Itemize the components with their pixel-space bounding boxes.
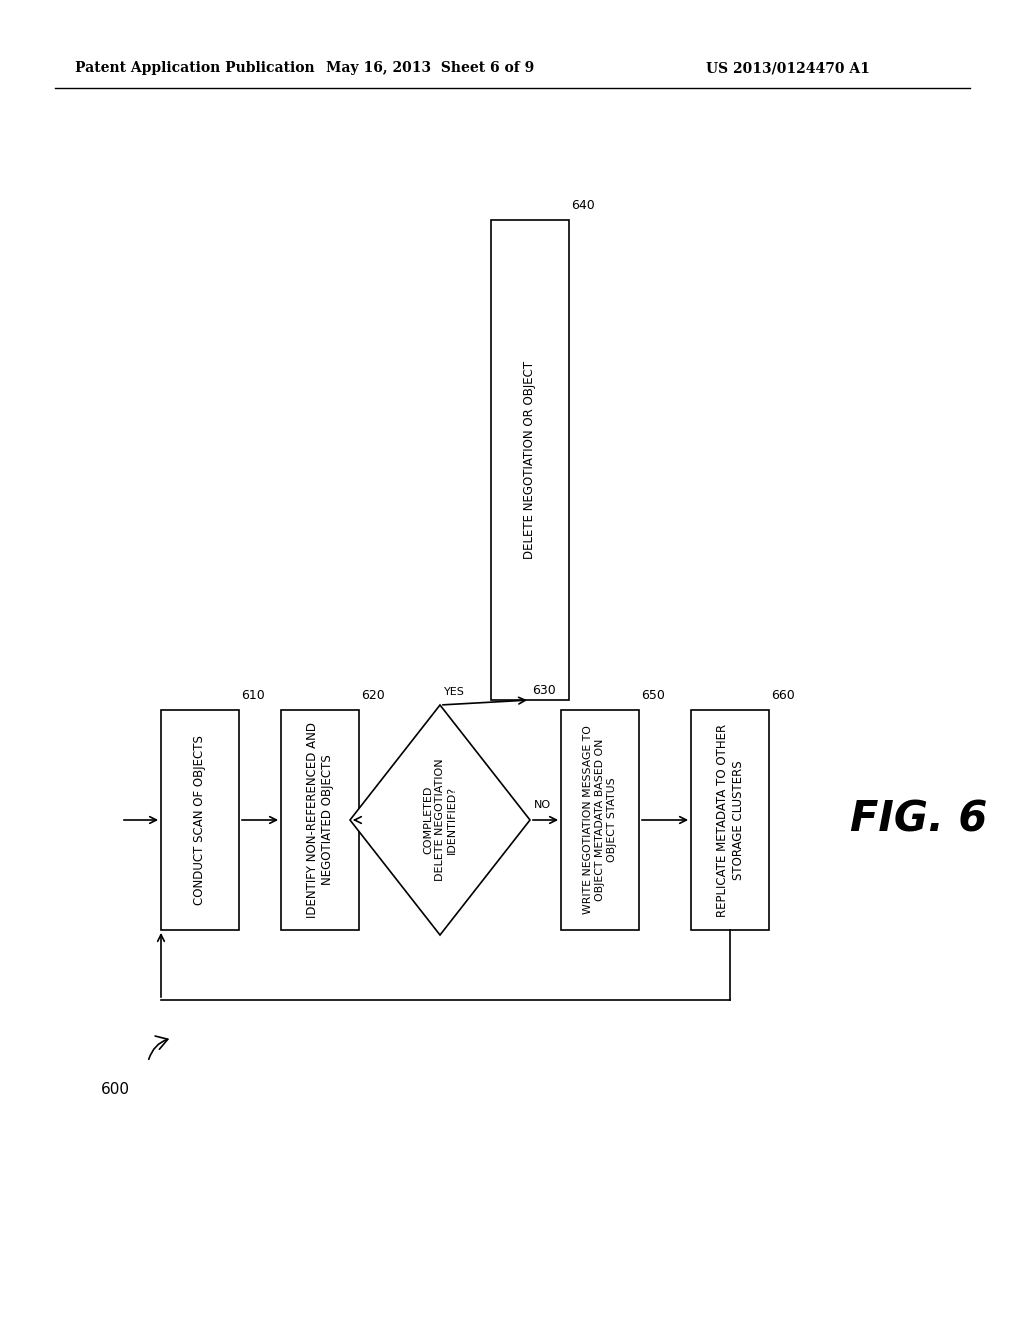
Text: 640: 640 bbox=[571, 199, 595, 213]
Text: 660: 660 bbox=[771, 689, 795, 702]
Text: YES: YES bbox=[444, 686, 465, 697]
Text: 620: 620 bbox=[361, 689, 385, 702]
Text: 610: 610 bbox=[241, 689, 265, 702]
Text: 630: 630 bbox=[532, 684, 556, 697]
Text: REPLICATE METADATA TO OTHER
STORAGE CLUSTERS: REPLICATE METADATA TO OTHER STORAGE CLUS… bbox=[716, 723, 744, 916]
Text: Patent Application Publication: Patent Application Publication bbox=[75, 61, 314, 75]
Text: IDENTIFY NON-REFERENCED AND
NEGOTIATED OBJECTS: IDENTIFY NON-REFERENCED AND NEGOTIATED O… bbox=[305, 722, 335, 917]
Bar bbox=[691, 710, 769, 931]
Bar bbox=[161, 710, 239, 931]
Bar bbox=[490, 220, 569, 700]
FancyArrowPatch shape bbox=[148, 1036, 168, 1060]
Text: May 16, 2013  Sheet 6 of 9: May 16, 2013 Sheet 6 of 9 bbox=[326, 61, 535, 75]
Bar bbox=[561, 710, 639, 931]
Text: 650: 650 bbox=[641, 689, 665, 702]
Text: FIG. 6: FIG. 6 bbox=[850, 799, 987, 841]
Text: COMPLETED
DELETE NEGOTIATION
IDENTIFIED?: COMPLETED DELETE NEGOTIATION IDENTIFIED? bbox=[423, 759, 457, 882]
Text: DELETE NEGOTIATION OR OBJECT: DELETE NEGOTIATION OR OBJECT bbox=[523, 360, 537, 560]
Text: WRITE NEGOTIATION MESSAGE TO
OBJECT METADATA BASED ON
OBJECT STATUS: WRITE NEGOTIATION MESSAGE TO OBJECT META… bbox=[583, 726, 617, 915]
Text: 600: 600 bbox=[100, 1082, 129, 1097]
Text: CONDUCT SCAN OF OBJECTS: CONDUCT SCAN OF OBJECTS bbox=[194, 735, 207, 906]
Text: NO: NO bbox=[534, 800, 551, 810]
Bar bbox=[281, 710, 359, 931]
Polygon shape bbox=[350, 705, 530, 935]
Text: US 2013/0124470 A1: US 2013/0124470 A1 bbox=[707, 61, 870, 75]
